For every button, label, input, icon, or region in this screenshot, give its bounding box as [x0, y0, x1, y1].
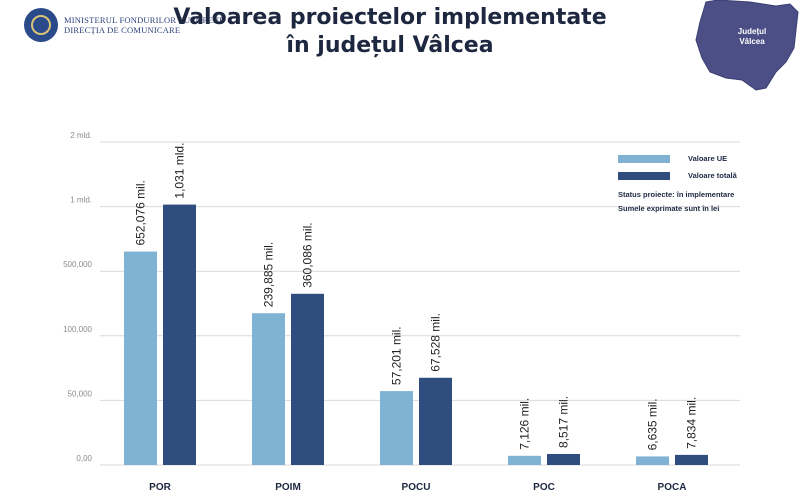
legend-label-total: Valoare totală — [688, 171, 737, 180]
bar-value-label: 7,126 mil. — [518, 398, 532, 450]
map-label-line2: Vâlcea — [739, 37, 765, 46]
y-tick-label: 1 mld. — [70, 196, 92, 205]
legend-status-note: Status proiecte: în implementare — [618, 190, 735, 199]
bar-total — [163, 204, 196, 465]
y-tick-label: 100,000 — [63, 325, 92, 334]
bar-ue — [508, 455, 541, 465]
bar-ue — [124, 251, 157, 465]
bar-value-label: 6,635 mil. — [646, 398, 660, 450]
legend-swatch-ue — [618, 154, 670, 163]
bar-total — [291, 293, 324, 465]
bar-value-label: 8,517 mil. — [557, 396, 571, 448]
title-line1: Valoarea proiectelor implementate — [173, 5, 607, 30]
x-category-label: POC — [533, 482, 555, 493]
title-line2: în județul Vâlcea — [286, 33, 494, 58]
bar-value-label: 67,528 mil. — [429, 313, 443, 372]
bar-value-label: 1,031 mld. — [173, 143, 187, 199]
ministry-logo: MINISTERUL FONDURILOR EUROPENE DIRECȚIA … — [24, 8, 225, 42]
county-map: Județul Vâlcea — [695, 0, 799, 91]
bar-value-label: 239,885 mil. — [262, 242, 276, 307]
legend-item-ue: Valoare UE — [618, 150, 737, 167]
legend-swatch-total — [618, 171, 670, 180]
ministry-name-line1: MINISTERUL FONDURILOR EUROPENE — [64, 15, 225, 25]
y-tick-label: 0,00 — [76, 454, 92, 463]
bar-total — [419, 377, 452, 465]
bar-value-label: 360,086 mil. — [301, 222, 315, 287]
y-tick-label: 500,000 — [63, 260, 92, 269]
page-title: Valoarea proiectelor implementate în jud… — [150, 4, 630, 60]
y-tick-label: 50,000 — [68, 389, 93, 398]
bar-ue — [380, 391, 413, 465]
bar-value-label: 652,076 mil. — [134, 180, 148, 245]
legend-units-note: Sumele exprimate sunt în lei — [618, 204, 720, 213]
ministry-name: MINISTERUL FONDURILOR EUROPENE DIRECȚIA … — [64, 15, 225, 35]
bar-value-label: 57,201 mil. — [390, 326, 404, 385]
x-category-label: POR — [149, 482, 171, 493]
bar-ue — [636, 456, 669, 465]
x-category-label: POIM — [275, 482, 301, 493]
legend-label-ue: Valoare UE — [688, 154, 728, 163]
map-label-line1: Județul — [738, 27, 766, 36]
coat-of-arms-icon — [24, 8, 58, 42]
county-map-shape — [695, 0, 799, 91]
y-tick-label: 2 mld. — [70, 131, 92, 140]
chart-legend: Valoare UE Valoare totală Status proiect… — [618, 150, 737, 216]
bar-total — [547, 453, 580, 465]
bar-value-label: 7,834 mil. — [685, 397, 699, 449]
bar-ue — [252, 313, 285, 465]
legend-notes: Status proiecte: în implementare Sumele … — [618, 188, 737, 216]
x-category-label: POCU — [402, 482, 431, 493]
x-category-label: POCA — [658, 482, 687, 493]
legend-item-total: Valoare totală — [618, 167, 737, 184]
ministry-name-line2: DIRECȚIA DE COMUNICARE — [64, 25, 181, 35]
bar-total — [675, 454, 708, 465]
